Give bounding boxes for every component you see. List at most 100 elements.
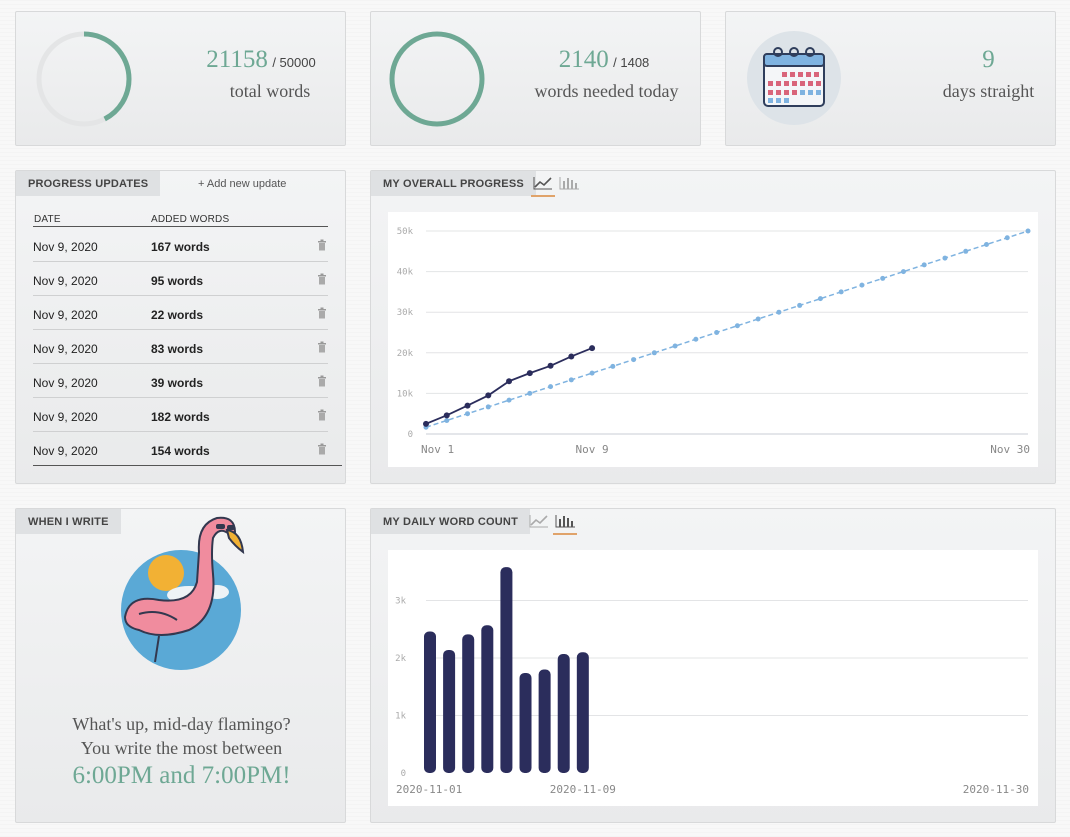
trash-icon[interactable] <box>317 375 327 387</box>
actual-point <box>568 353 575 360</box>
trash-icon[interactable] <box>317 273 327 285</box>
x-tick-label: 2020-11-30 <box>963 783 1029 796</box>
target-point <box>1025 228 1031 234</box>
table-row: Nov 9, 2020 22 words <box>33 296 328 330</box>
actual-point <box>526 370 533 377</box>
daily-bar <box>481 625 494 773</box>
y-tick-label: 20k <box>397 349 414 359</box>
bar-chart-icon[interactable] <box>553 512 577 535</box>
target-point <box>672 343 678 349</box>
y-tick-label: 40k <box>397 268 414 278</box>
target-point <box>714 330 720 335</box>
progress-updates-tab[interactable]: PROGRESS UPDATES <box>16 171 161 196</box>
target-point <box>755 316 761 322</box>
progress-updates-panel: PROGRESS UPDATES + Add new update DATE A… <box>15 170 346 484</box>
trash-icon[interactable] <box>317 239 327 251</box>
total-words-label: total words <box>229 81 311 101</box>
target-point <box>631 357 637 363</box>
row-date: Nov 9, 2020 <box>33 240 98 254</box>
total-words-card: 21158 / 50000 total words <box>15 11 346 146</box>
actual-series-line <box>425 347 593 425</box>
actual-point <box>464 402 471 409</box>
add-update-link[interactable]: + Add new update <box>198 178 287 190</box>
daily-chart-area: 0 1k 2k 3k 2020-11-01 2020-11-09 2020-11-30 <box>388 550 1038 806</box>
target-point <box>589 370 595 376</box>
table-header-divider <box>33 226 328 227</box>
trash-icon[interactable] <box>317 443 327 455</box>
line-chart-icon[interactable] <box>531 174 555 197</box>
flamingo-illustration <box>121 516 245 670</box>
daily-bar <box>443 649 456 773</box>
table-row: Nov 9, 2020 95 words <box>33 262 328 296</box>
row-date: Nov 9, 2020 <box>33 376 98 390</box>
target-point <box>527 390 533 396</box>
actual-point <box>443 412 450 419</box>
overall-progress-panel: MY OVERALL PROGRESS 0 10k 20k 30k 40k 50k Nov … <box>370 170 1056 484</box>
row-date: Nov 9, 2020 <box>33 410 98 424</box>
target-point <box>880 275 886 281</box>
target-point <box>1004 235 1010 241</box>
daily-bar <box>519 672 532 773</box>
x-tick-label: Nov 30 <box>990 443 1030 456</box>
today-words-goal: / 1408 <box>613 55 650 70</box>
peak-writing-time: 6:00PM and 7:00PM! <box>72 762 291 789</box>
y-tick-label: 2k <box>395 654 406 664</box>
daily-word-count-tab[interactable]: MY DAILY WORD COUNT <box>371 509 530 534</box>
target-point <box>921 262 927 268</box>
total-progress-ring <box>36 31 132 127</box>
trash-icon[interactable] <box>317 341 327 353</box>
when-message-line1: What's up, mid-day flamingo? <box>72 714 291 734</box>
row-words: 95 words <box>151 274 204 288</box>
row-words: 39 words <box>151 376 204 390</box>
target-point <box>900 269 906 275</box>
today-progress-ring <box>389 31 485 127</box>
target-point <box>693 336 699 342</box>
total-words-value: 21158 <box>206 46 268 73</box>
target-point <box>963 248 969 254</box>
bar-chart-icon[interactable] <box>557 174 581 194</box>
table-row: Nov 9, 2020 154 words <box>33 432 342 466</box>
target-point <box>983 242 989 248</box>
daily-bar <box>538 669 551 773</box>
row-words: 182 words <box>151 410 210 424</box>
y-tick-label: 3k <box>395 597 406 607</box>
actual-point <box>589 345 596 352</box>
line-chart-icon[interactable] <box>527 512 551 532</box>
x-tick-label: Nov 1 <box>421 443 454 456</box>
target-point <box>651 350 657 356</box>
calendar-icon <box>747 31 841 125</box>
target-point <box>568 377 574 383</box>
trash-icon[interactable] <box>317 409 327 421</box>
target-point <box>734 323 740 329</box>
row-words: 22 words <box>151 308 204 322</box>
target-point <box>548 384 554 390</box>
column-date: DATE <box>34 214 61 225</box>
target-point <box>444 417 450 423</box>
when-i-write-tab[interactable]: WHEN I WRITE <box>16 509 121 534</box>
actual-point <box>506 378 513 385</box>
target-point <box>817 296 823 302</box>
x-tick-label: Nov 9 <box>576 443 609 456</box>
streak-value: 9 <box>982 46 995 73</box>
row-date: Nov 9, 2020 <box>33 308 98 322</box>
column-added-words: ADDED WORDS <box>151 214 230 225</box>
y-tick-label: 10k <box>397 389 414 399</box>
row-date: Nov 9, 2020 <box>33 444 98 458</box>
trash-icon[interactable] <box>317 307 327 319</box>
row-words: 167 words <box>151 240 210 254</box>
daily-bar <box>500 567 513 773</box>
daily-bar <box>576 652 589 773</box>
target-point <box>776 309 782 315</box>
streak-label: days straight <box>942 81 1035 101</box>
target-point <box>465 411 471 417</box>
target-series-line <box>425 230 1029 428</box>
overall-progress-tab[interactable]: MY OVERALL PROGRESS <box>371 171 536 196</box>
target-point <box>838 289 844 295</box>
when-message-line2: You write the most between <box>80 738 283 758</box>
table-row: Nov 9, 2020 167 words <box>33 228 328 262</box>
streak-card: 9 days straight <box>725 11 1056 146</box>
today-words-value: 2140 <box>558 46 609 73</box>
row-date: Nov 9, 2020 <box>33 342 98 356</box>
table-row: Nov 9, 2020 182 words <box>33 398 328 432</box>
target-point <box>610 363 616 369</box>
